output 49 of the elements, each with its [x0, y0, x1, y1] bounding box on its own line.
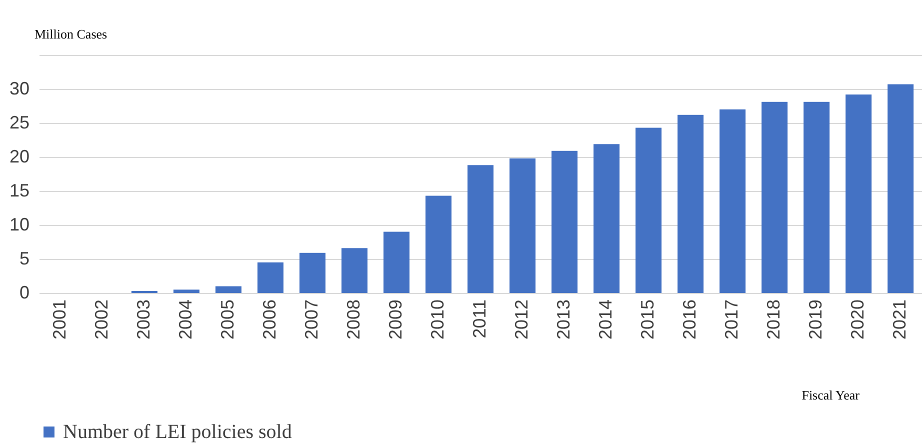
- x-tick-label: 2011: [470, 300, 490, 338]
- bar: [341, 248, 368, 293]
- x-tick-label: 2015: [638, 300, 658, 340]
- x-tick-label: 2003: [133, 300, 154, 340]
- x-tick-label: 2007: [301, 300, 322, 340]
- bar: [720, 109, 746, 293]
- bar: [510, 158, 536, 293]
- x-tick-label: 2008: [343, 300, 364, 340]
- x-tick-label: 2013: [554, 300, 574, 340]
- bar: [678, 114, 704, 293]
- bar: [762, 102, 788, 293]
- x-tick-label: 2004: [175, 300, 196, 340]
- y-axis-title: Million Cases: [34, 26, 108, 42]
- x-tick-label: 2002: [91, 300, 112, 340]
- x-tick-label: 2016: [680, 300, 700, 340]
- x-tick-label: 2014: [596, 300, 616, 340]
- y-tick-label: 25: [9, 112, 30, 132]
- bar: [552, 150, 578, 293]
- bar: [257, 262, 284, 293]
- x-tick-label: 2010: [427, 300, 448, 340]
- x-tick-label: 2006: [259, 300, 280, 340]
- bar: [594, 144, 620, 293]
- x-tick-label: 2017: [722, 300, 742, 340]
- x-tick-label: 2001: [49, 300, 70, 340]
- y-tick-label: 30: [9, 78, 30, 98]
- bar: [888, 84, 914, 293]
- bar: [804, 102, 830, 293]
- bar: [383, 232, 410, 293]
- x-tick-label: 2005: [217, 300, 238, 340]
- y-tick-label: 20: [9, 146, 30, 166]
- x-tick-label: 2021: [890, 300, 910, 340]
- x-tick-label: 2009: [385, 300, 406, 340]
- bar: [636, 128, 662, 293]
- bar: [468, 165, 494, 293]
- bar: [299, 252, 326, 293]
- x-axis-title: Fiscal Year: [802, 388, 860, 402]
- x-tick-label: 2012: [512, 300, 532, 340]
- y-tick-label: 5: [19, 248, 30, 268]
- bar: [215, 286, 242, 293]
- x-tick-label: 2018: [764, 300, 784, 340]
- y-tick-label: 15: [9, 180, 30, 200]
- x-tick-label: 2019: [806, 300, 826, 340]
- bar: [425, 196, 452, 293]
- x-tick-label: 2020: [848, 300, 868, 340]
- bar: [173, 290, 200, 293]
- bar: [846, 94, 872, 293]
- y-tick-label: 0: [19, 282, 30, 302]
- legend-label: Number of LEI policies sold: [63, 421, 292, 443]
- y-tick-label: 10: [9, 214, 30, 234]
